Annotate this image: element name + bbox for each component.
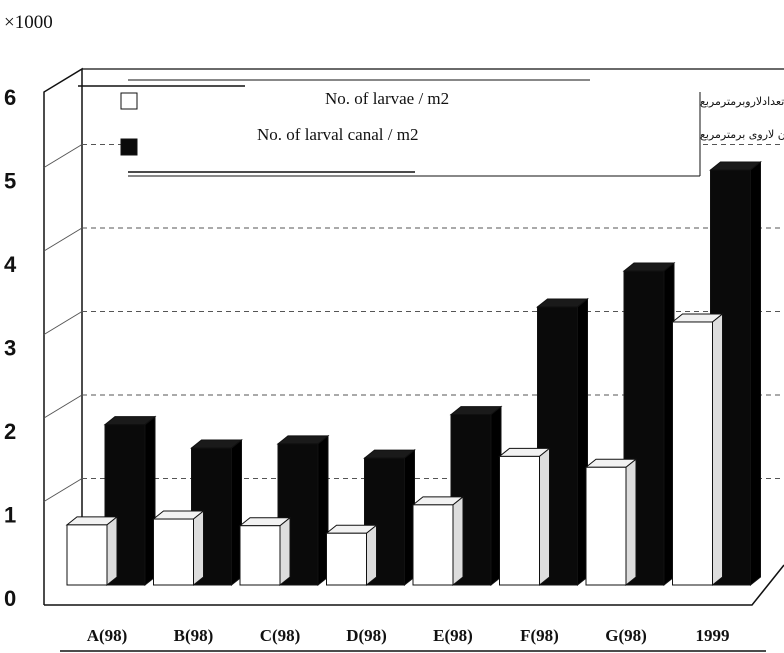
legend-swatch-canal	[120, 138, 138, 156]
chart-frame	[43, 67, 784, 606]
bars	[65, 160, 762, 587]
bar-larvae-1-front	[153, 518, 194, 586]
bar-larvae-3	[325, 524, 378, 587]
x-category-label: G(98)	[605, 626, 647, 645]
y-axis-ticks: 0 1 2 3 4 5 6	[4, 85, 17, 611]
y-axis-multiplier: ×1000	[4, 12, 53, 33]
legend-swatch-larvae	[120, 92, 138, 110]
x-category-label: 1999	[696, 626, 730, 645]
bar-larvae-2-side	[279, 516, 291, 587]
y-tick-label: 0	[4, 586, 16, 611]
bar-larvae-6-side	[625, 458, 637, 587]
y-tick-label: 3	[4, 336, 16, 361]
y-tick-label: 4	[4, 252, 17, 277]
bar-larvae-7	[671, 312, 724, 587]
bar-larvae-4-side	[452, 495, 464, 587]
legend-label-larvae-fa: تعدادلاروبرمترمربع	[700, 95, 784, 108]
bar-larvae-2-front	[239, 525, 281, 586]
x-category-label: F(98)	[520, 626, 559, 645]
y-tick-label: 1	[4, 503, 16, 528]
bar-larvae-5-side	[539, 447, 550, 587]
bar-larvae-6	[584, 458, 638, 587]
bar-larvae-3-front	[326, 532, 367, 586]
y-tick-label: 5	[4, 169, 16, 194]
bar-larvae-3-side	[366, 524, 377, 587]
bar-larvae-0-front	[66, 524, 108, 586]
bar-larvae-0-side	[106, 515, 118, 587]
bar-larvae-5	[498, 447, 551, 587]
gridline-side	[43, 144, 83, 168]
left-wall	[43, 67, 83, 605]
bar-larvae-7-side	[712, 312, 723, 587]
bar-larvae-0	[65, 515, 119, 587]
gridline-side	[43, 311, 83, 335]
bar-larvae-5-front	[499, 455, 540, 586]
y-tick-label: 2	[4, 419, 16, 444]
x-category-label: D(98)	[346, 626, 387, 645]
legend: No. of larvae / m2 تعدادلاروبرمترمربع No…	[78, 79, 784, 178]
bar-larvae-4-front	[412, 504, 454, 586]
bar-larvae-7-front	[672, 321, 713, 586]
bar-canal-0	[103, 415, 157, 587]
gridline-side	[43, 394, 83, 419]
bar-larvae-4	[411, 495, 465, 587]
floor-edge	[44, 564, 784, 606]
x-category-label: E(98)	[433, 626, 473, 645]
legend-box	[128, 80, 700, 178]
bar-larvae-1	[152, 509, 205, 587]
bar-canal-1	[190, 439, 243, 587]
bar-canal-7-side	[750, 160, 761, 587]
legend-label-larvae: No. of larvae / m2	[325, 89, 449, 108]
x-category-label: B(98)	[174, 626, 214, 645]
bar-canal-2	[276, 434, 330, 587]
gridline-side	[43, 478, 83, 502]
legend-label-canal: No. of larval canal / m2	[257, 125, 418, 144]
gridline-side	[43, 227, 83, 252]
bar-larvae-6-front	[585, 466, 627, 586]
bar-larvae-2	[238, 516, 292, 587]
x-category-label: A(98)	[87, 626, 128, 645]
legend-label-canal-fa: تعداددالان لاروی برمترمربع	[700, 128, 784, 141]
x-axis-categories: A(98) B(98) C(98) D(98) E(98) F(98) G(98) 1999	[60, 626, 766, 652]
bar-canal-7	[709, 160, 762, 587]
y-tick-label: 6	[4, 85, 16, 110]
bar-larvae-1-side	[193, 509, 204, 587]
x-category-label: C(98)	[260, 626, 301, 645]
